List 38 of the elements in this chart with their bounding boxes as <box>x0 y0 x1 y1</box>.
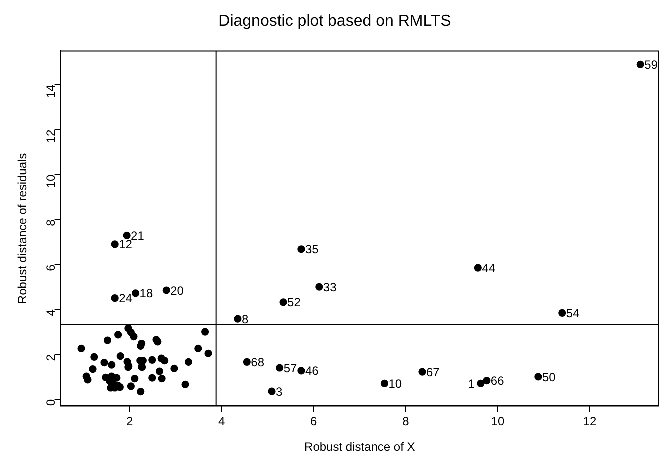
annotation: 57 <box>284 361 298 376</box>
x-tick-label: 8 <box>402 414 410 429</box>
y-tick-label: 2 <box>44 354 58 362</box>
annotation: 44 <box>482 261 496 276</box>
y-tick-label: 14 <box>44 84 58 98</box>
y-tick-label: 12 <box>44 130 58 144</box>
annotation: 12 <box>119 238 133 252</box>
y-tick-label: 0 <box>44 399 58 406</box>
x-tick-label: 4 <box>218 414 226 429</box>
annotation: 68 <box>251 355 265 370</box>
annotation: 3 <box>276 384 284 399</box>
x-tick-label: 12 <box>583 414 597 429</box>
y-tick-label: 6 <box>44 264 58 272</box>
x-tick-label: 2 <box>126 414 134 429</box>
annotation: 35 <box>305 242 320 257</box>
x-tick-label: 10 <box>491 414 505 429</box>
y-axis-title: Robust distance of residuals <box>16 153 30 304</box>
annotation: 1 <box>468 377 476 392</box>
annotation: 33 <box>323 280 338 294</box>
y-tick-label: 8 <box>44 219 58 226</box>
annotation: 46 <box>305 364 320 378</box>
y-tick-label: 10 <box>44 174 58 188</box>
annotation: 21 <box>131 228 145 243</box>
annotation: 10 <box>388 377 402 392</box>
annotation: 50 <box>542 370 556 384</box>
x-axis-title: Robust distance of X <box>304 440 416 454</box>
annotation: 67 <box>426 365 440 380</box>
chart-title: Diagnostic plot based on RMLTS <box>218 13 452 30</box>
annotation: 24 <box>119 292 133 306</box>
y-tick-label: 4 <box>44 309 58 316</box>
annotation: 20 <box>170 284 184 298</box>
annotation: 8 <box>242 312 249 326</box>
annotation: 52 <box>288 296 302 310</box>
annotation: 18 <box>140 286 154 301</box>
annotation: 54 <box>566 306 580 320</box>
annotation: 59 <box>644 58 658 72</box>
x-tick-label: 6 <box>310 414 318 429</box>
annotation: 66 <box>490 374 505 388</box>
